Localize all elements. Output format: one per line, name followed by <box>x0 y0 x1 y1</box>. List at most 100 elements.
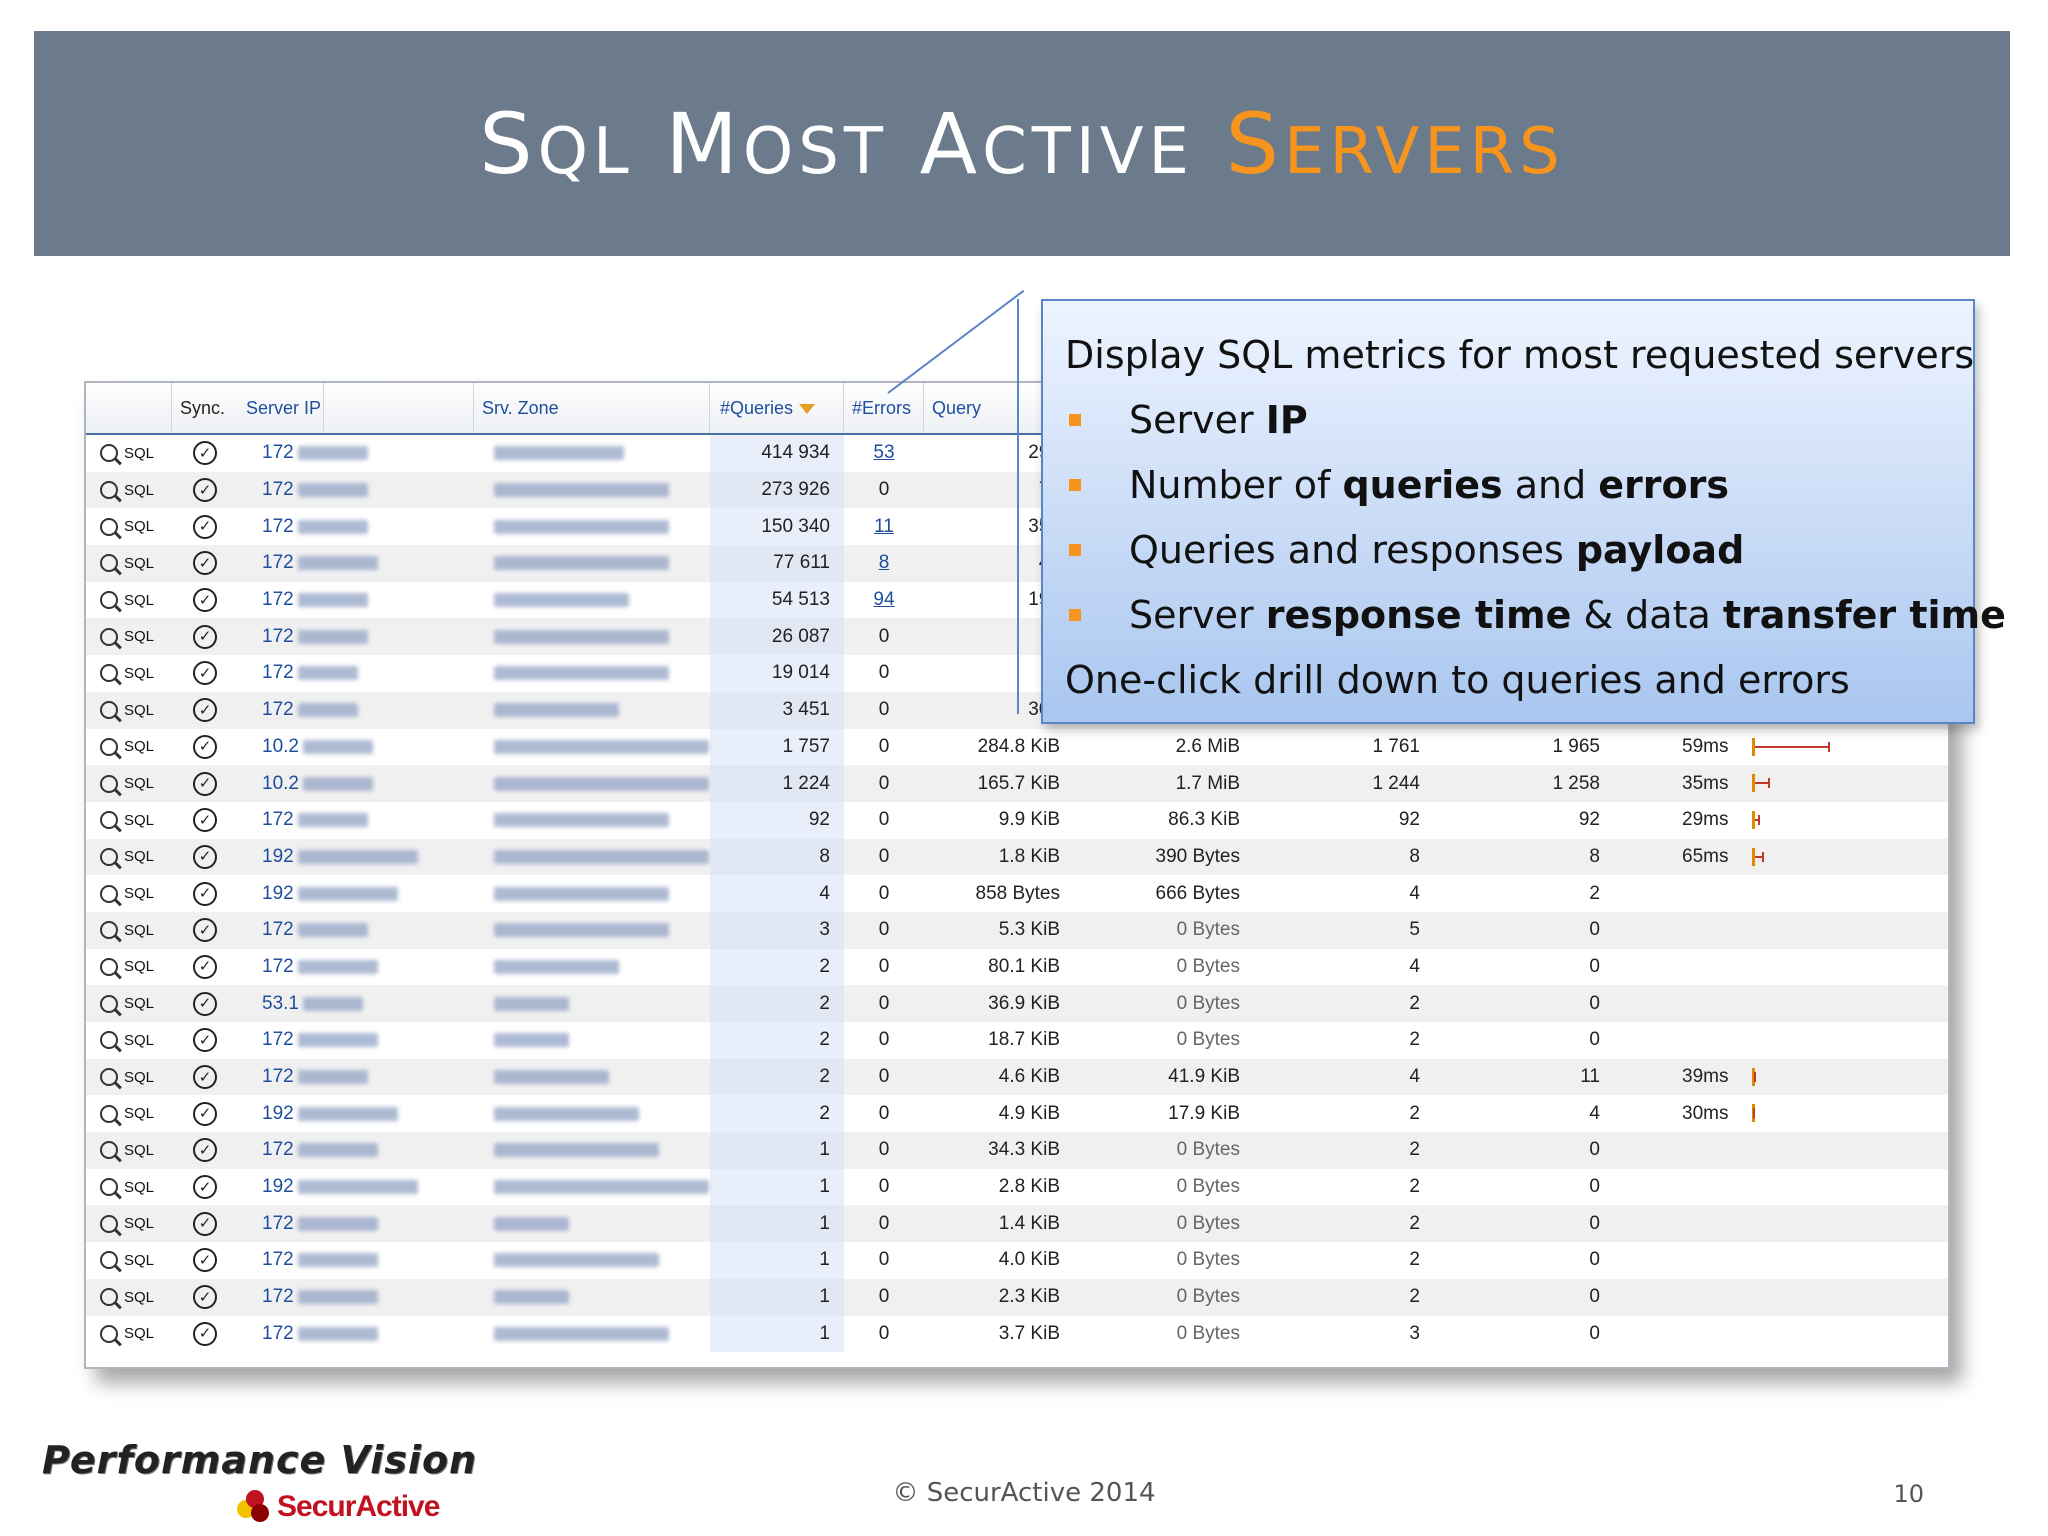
zoom-in-icon[interactable] <box>100 737 118 756</box>
errors-count[interactable]: 11 <box>844 508 924 545</box>
server-ip-cell[interactable]: 172 <box>238 1205 474 1242</box>
zoom-in-icon[interactable] <box>100 847 118 866</box>
table-row[interactable]: SQL ✓ 172 2 0 80.1 KiB 0 Bytes 4 0 <box>86 948 1948 986</box>
zoom-in-icon[interactable] <box>100 1031 118 1050</box>
sql-label[interactable]: SQL <box>124 775 155 793</box>
zoom-in-icon[interactable] <box>100 994 118 1013</box>
zoom-in-icon[interactable] <box>100 1251 118 1270</box>
server-ip-cell[interactable]: 192 <box>238 1169 474 1206</box>
server-ip-text[interactable]: 172 <box>262 625 294 647</box>
table-row[interactable]: SQL ✓ 172 1 0 3.7 KiB 0 Bytes 3 0 <box>86 1315 1948 1353</box>
row-drilldown-action[interactable]: SQL <box>86 912 172 949</box>
server-ip-text[interactable]: 172 <box>262 479 294 501</box>
header-errors[interactable]: #Errors <box>844 383 924 433</box>
zoom-in-icon[interactable] <box>100 554 118 573</box>
row-drilldown-action[interactable]: SQL <box>86 985 172 1022</box>
table-row[interactable]: SQL ✓ 192 8 0 1.8 KiB 390 Bytes 8 8 65ms <box>86 838 1948 876</box>
table-row[interactable]: SQL ✓ 53.1 2 0 36.9 KiB 0 Bytes 2 0 <box>86 985 1948 1022</box>
errors-link[interactable]: 8 <box>878 552 890 574</box>
row-drilldown-action[interactable]: SQL <box>86 508 172 545</box>
zoom-in-icon[interactable] <box>100 517 118 536</box>
table-row[interactable]: SQL ✓ 172 1 0 1.4 KiB 0 Bytes 2 0 <box>86 1205 1948 1243</box>
table-row[interactable]: SQL ✓ 172 1 0 34.3 KiB 0 Bytes 2 0 <box>86 1132 1948 1169</box>
header-query[interactable]: Query <box>932 398 982 418</box>
server-ip-cell[interactable]: 172 <box>238 618 474 655</box>
server-ip-cell[interactable]: 172 <box>238 435 474 472</box>
server-ip-cell[interactable]: 172 <box>238 655 474 692</box>
server-ip-cell[interactable]: 172 <box>238 949 474 986</box>
row-drilldown-action[interactable]: SQL <box>86 949 172 986</box>
server-ip-text[interactable]: 172 <box>262 1249 294 1271</box>
table-row[interactable]: SQL ✓ 172 92 0 9.9 KiB 86.3 KiB 92 92 29ms <box>86 801 1948 839</box>
table-row[interactable]: SQL ✓ 172 3 0 5.3 KiB 0 Bytes 5 0 <box>86 911 1948 949</box>
server-ip-text[interactable]: 192 <box>262 845 294 867</box>
server-ip-cell[interactable]: 192 <box>238 839 474 876</box>
header-queries[interactable]: #Queries <box>710 383 844 433</box>
sql-label[interactable]: SQL <box>124 1068 155 1086</box>
row-drilldown-action[interactable]: SQL <box>86 1242 172 1279</box>
server-ip-text[interactable]: 10.2 <box>262 772 299 794</box>
server-ip-text[interactable]: 172 <box>262 699 294 721</box>
server-ip-cell[interactable]: 172 <box>238 1059 474 1096</box>
sql-label[interactable]: SQL <box>124 628 155 646</box>
row-drilldown-action[interactable]: SQL <box>86 1205 172 1242</box>
sql-label[interactable]: SQL <box>124 554 155 572</box>
row-drilldown-action[interactable]: SQL <box>86 1169 172 1206</box>
server-ip-cell[interactable]: 172 <box>238 1242 474 1279</box>
row-drilldown-action[interactable]: SQL <box>86 729 172 766</box>
server-ip-text[interactable]: 172 <box>262 919 294 941</box>
sql-label[interactable]: SQL <box>124 1141 155 1159</box>
server-ip-cell[interactable]: 172 <box>238 1022 474 1059</box>
header-sync[interactable]: Sync. <box>172 383 324 433</box>
row-drilldown-action[interactable]: SQL <box>86 1022 172 1059</box>
zoom-in-icon[interactable] <box>100 1288 118 1307</box>
zoom-in-icon[interactable] <box>100 1068 118 1087</box>
row-drilldown-action[interactable]: SQL <box>86 839 172 876</box>
row-drilldown-action[interactable]: SQL <box>86 802 172 839</box>
sql-label[interactable]: SQL <box>124 1251 155 1269</box>
errors-count[interactable]: 53 <box>844 435 924 472</box>
zoom-in-icon[interactable] <box>100 1324 118 1343</box>
sql-label[interactable]: SQL <box>124 885 155 903</box>
server-ip-cell[interactable]: 172 <box>238 1132 474 1169</box>
zoom-in-icon[interactable] <box>100 811 118 830</box>
sql-label[interactable]: SQL <box>124 1178 155 1196</box>
server-ip-cell[interactable]: 172 <box>238 912 474 949</box>
row-drilldown-action[interactable]: SQL <box>86 655 172 692</box>
sql-label[interactable]: SQL <box>124 1288 155 1306</box>
zoom-in-icon[interactable] <box>100 1104 118 1123</box>
errors-link[interactable]: 11 <box>874 515 894 537</box>
table-row[interactable]: SQL ✓ 172 2 0 4.6 KiB 41.9 KiB 4 11 39ms <box>86 1058 1948 1096</box>
server-ip-cell[interactable]: 172 <box>238 582 474 619</box>
sql-label[interactable]: SQL <box>124 995 155 1013</box>
zoom-in-icon[interactable] <box>100 701 118 720</box>
server-ip-text[interactable]: 172 <box>262 809 294 831</box>
server-ip-cell[interactable]: 53.1 <box>238 985 474 1022</box>
row-drilldown-action[interactable]: SQL <box>86 1316 172 1353</box>
zoom-in-icon[interactable] <box>100 591 118 610</box>
zoom-in-icon[interactable] <box>100 444 118 463</box>
zoom-in-icon[interactable] <box>100 921 118 940</box>
server-ip-cell[interactable]: 192 <box>238 1095 474 1132</box>
server-ip-text[interactable]: 172 <box>262 1286 294 1308</box>
sql-label[interactable]: SQL <box>124 664 155 682</box>
table-row[interactable]: SQL ✓ 192 4 0 858 Bytes 666 Bytes 4 2 <box>86 875 1948 912</box>
row-drilldown-action[interactable]: SQL <box>86 1095 172 1132</box>
zoom-in-icon[interactable] <box>100 1141 118 1160</box>
errors-link[interactable]: 53 <box>873 442 895 464</box>
sql-label[interactable]: SQL <box>124 1215 155 1233</box>
sql-label[interactable]: SQL <box>124 1031 155 1049</box>
server-ip-text[interactable]: 192 <box>262 1176 294 1198</box>
server-ip-text[interactable]: 192 <box>262 882 294 904</box>
server-ip-cell[interactable]: 172 <box>238 1279 474 1316</box>
zoom-in-icon[interactable] <box>100 884 118 903</box>
server-ip-text[interactable]: 172 <box>262 442 294 464</box>
server-ip-cell[interactable]: 192 <box>238 875 474 912</box>
row-drilldown-action[interactable]: SQL <box>86 618 172 655</box>
zoom-in-icon[interactable] <box>100 481 118 500</box>
zoom-in-icon[interactable] <box>100 664 118 683</box>
sql-label[interactable]: SQL <box>124 518 155 536</box>
server-ip-text[interactable]: 172 <box>262 1212 294 1234</box>
